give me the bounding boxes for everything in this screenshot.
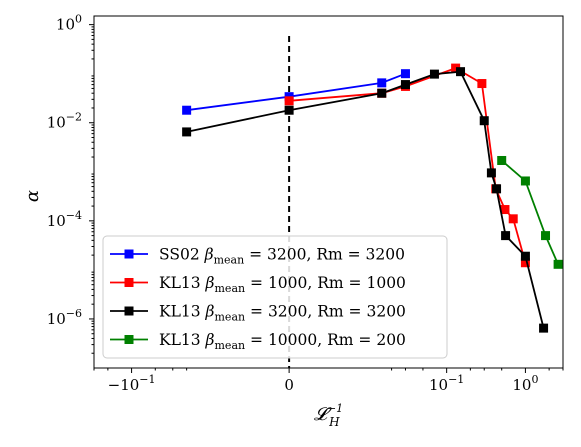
- legend-label: KL13 βmean = 3200, Rm = 3200: [159, 303, 406, 324]
- legend-label: KL13 βmean = 1000, Rm = 1000: [159, 274, 406, 295]
- y-tick-label: 100: [56, 13, 82, 34]
- legend-label: SS02 βmean = 3200, Rm = 3200: [159, 246, 405, 267]
- data-point: [400, 80, 410, 90]
- x-tick-label: 0: [284, 376, 294, 394]
- series-line: [501, 159, 559, 265]
- x-tick-label: −10−1: [108, 373, 156, 394]
- data-point: [553, 259, 563, 269]
- legend-swatch-marker: [124, 306, 134, 316]
- legend-label: KL13 βmean = 10000, Rm = 200: [159, 331, 406, 352]
- data-point: [520, 251, 530, 261]
- legend-swatch-marker: [124, 249, 134, 259]
- legend-entry: KL13 βmean = 3200, Rm = 3200: [110, 303, 406, 324]
- plot-frame: [93, 15, 564, 369]
- plot-area: [93, 15, 564, 369]
- x-axis-ticks: −10−1 0 10−1 100: [93, 368, 564, 394]
- legend-swatch-marker: [124, 335, 134, 344]
- data-point: [541, 231, 551, 241]
- data-point: [497, 155, 507, 165]
- data-point: [182, 127, 192, 137]
- series-3: [497, 155, 563, 269]
- y-tick-label: 10−2: [47, 111, 82, 132]
- data-point: [377, 78, 387, 88]
- series-line: [186, 72, 406, 112]
- data-point: [429, 69, 439, 79]
- x-axis-label: 𝓛−1 H: [314, 402, 343, 429]
- data-point: [284, 96, 294, 106]
- data-point: [508, 214, 518, 224]
- y-tick-label: 10−4: [47, 209, 82, 230]
- legend-entry: KL13 βmean = 10000, Rm = 200: [110, 331, 406, 352]
- data-point: [486, 168, 496, 178]
- data-point: [479, 116, 489, 126]
- data-point: [520, 258, 530, 268]
- legend: SS02 βmean = 3200, Rm = 3200 KL13 βmean =…: [102, 235, 448, 359]
- legend-entry: KL13 βmean = 1000, Rm = 1000: [110, 274, 406, 295]
- data-point: [456, 67, 466, 77]
- y-axis-ticks: 100 10−2 10−4 10−6: [47, 13, 94, 354]
- legend-swatch-marker: [124, 278, 134, 287]
- data-point: [451, 63, 461, 73]
- data-point: [477, 79, 487, 89]
- data-point: [501, 231, 511, 241]
- data-point: [500, 205, 510, 215]
- series-2: [182, 67, 549, 333]
- series-0: [182, 69, 410, 115]
- data-point: [492, 184, 502, 194]
- y-axis-label: α: [22, 190, 43, 202]
- data-point: [284, 105, 294, 115]
- data-point: [400, 69, 410, 79]
- x-tick-label: 100: [512, 373, 538, 394]
- series-layer: [182, 63, 563, 333]
- data-point: [182, 105, 192, 115]
- data-point: [539, 323, 549, 333]
- y-tick-label: 10−6: [47, 307, 82, 328]
- x-tick-label: 10−1: [429, 373, 464, 394]
- data-point: [377, 88, 387, 98]
- data-point: [520, 176, 530, 186]
- legend-entry: SS02 βmean = 3200, Rm = 3200: [110, 246, 405, 267]
- legend-box: [102, 235, 448, 359]
